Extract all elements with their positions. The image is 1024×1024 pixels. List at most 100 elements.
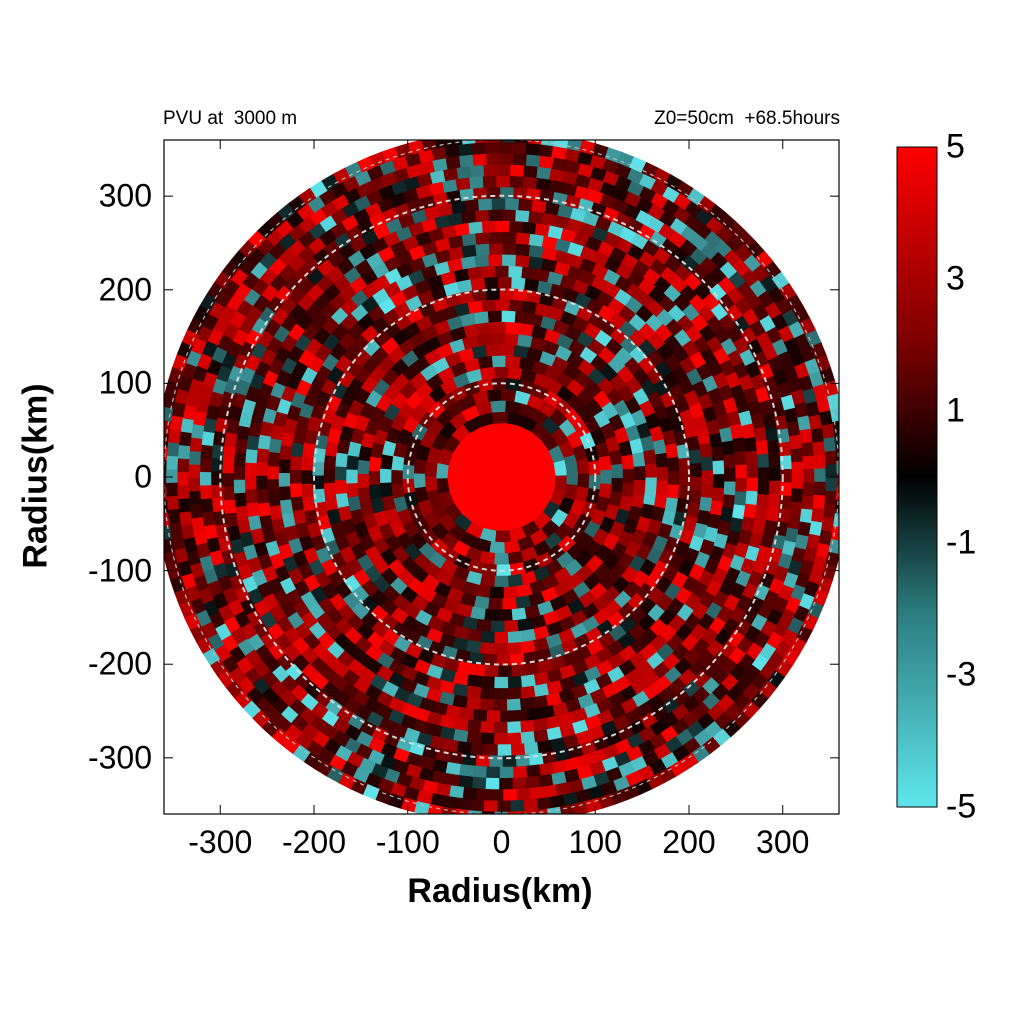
pv-cell	[765, 506, 780, 522]
pv-cell	[495, 175, 510, 188]
x-tick-label: 200	[662, 824, 716, 860]
pv-cell	[482, 164, 498, 177]
pv-cell	[323, 455, 337, 471]
pv-cell	[491, 411, 508, 424]
pv-cell	[722, 493, 736, 510]
pv-cell	[746, 463, 759, 478]
pv-cell	[469, 277, 486, 291]
pv-cell	[300, 470, 313, 485]
pv-cell	[666, 483, 680, 499]
pv-cell	[514, 209, 530, 223]
pv-cell	[334, 452, 348, 468]
pv-cell	[757, 466, 770, 482]
pv-cell	[357, 487, 371, 503]
pv-cell	[498, 609, 514, 622]
x-axis-label: Radius(km)	[407, 872, 593, 910]
pv-cell	[508, 298, 524, 312]
pv-cell	[644, 462, 658, 478]
pv-cell	[621, 453, 635, 470]
pv-cell	[487, 310, 502, 323]
pv-cell	[823, 436, 837, 452]
pv-cell	[513, 765, 528, 779]
pv-cell	[466, 719, 482, 733]
pv-cell	[496, 164, 511, 177]
pv-cell	[345, 469, 358, 485]
plot-title-right: Z0=50cm +68.5hours	[654, 108, 840, 129]
pv-cell	[165, 455, 179, 471]
pv-cell	[267, 451, 280, 467]
pv-cell	[233, 452, 247, 468]
pv-cell	[524, 142, 540, 156]
pv-cell	[300, 483, 314, 499]
pv-cell	[486, 710, 501, 723]
pv-cell	[468, 175, 484, 189]
pv-cell	[490, 620, 506, 633]
pv-cell	[223, 432, 238, 448]
pv-cell	[497, 276, 512, 289]
pv-cell	[164, 525, 172, 541]
pv-cell	[745, 490, 759, 506]
pv-cell	[267, 492, 281, 508]
pv-cell	[178, 431, 192, 447]
pv-cell	[484, 141, 500, 154]
pv-cell	[831, 525, 839, 541]
pv-cell	[199, 444, 213, 460]
pv-field	[164, 140, 839, 814]
pv-cell	[515, 231, 531, 245]
pv-cell	[520, 731, 536, 745]
pv-cell	[514, 140, 529, 144]
pv-cell	[289, 469, 302, 485]
pv-cell	[813, 454, 827, 469]
pv-cell	[489, 332, 505, 345]
pv-cell	[519, 697, 536, 711]
pv-cell	[537, 143, 554, 158]
pv-cell	[546, 806, 562, 814]
pv-cell	[825, 477, 838, 492]
pv-cell	[434, 140, 450, 149]
pv-cell	[379, 468, 392, 484]
pv-cell	[221, 486, 235, 502]
x-tick-label: -300	[188, 824, 253, 860]
pv-cell	[484, 608, 500, 622]
pv-cell	[468, 810, 483, 814]
pv-cell	[268, 438, 282, 454]
pv-cell	[471, 153, 487, 166]
range-rings	[164, 140, 839, 814]
pv-cell	[494, 553, 510, 566]
pv-cell	[390, 483, 405, 500]
pv-cell	[479, 574, 496, 588]
pv-cell	[368, 470, 381, 486]
pv-cell	[699, 496, 713, 512]
pv-cell	[480, 676, 496, 689]
pv-cell	[335, 493, 350, 509]
pv-cell	[507, 676, 523, 689]
pv-cell	[802, 454, 815, 470]
pv-cell	[245, 502, 260, 518]
pv-cell	[244, 448, 258, 464]
pv-cell	[723, 480, 737, 496]
pv-cell	[502, 231, 517, 244]
pv-cell	[356, 473, 370, 489]
pv-cell	[501, 242, 517, 255]
pv-cell	[435, 462, 449, 480]
pv-cell	[289, 455, 303, 471]
pv-cell	[266, 465, 279, 480]
pv-cell	[472, 709, 488, 723]
pv-cell	[712, 473, 725, 489]
pv-cell	[507, 811, 522, 814]
pv-cell	[517, 198, 533, 212]
pv-cell	[520, 810, 535, 814]
pv-cell	[471, 141, 486, 155]
pv-cell	[289, 483, 303, 499]
x-tick-label: -200	[281, 824, 347, 860]
pv-cell	[177, 444, 191, 460]
pv-cell	[484, 665, 500, 678]
pv-cell	[200, 498, 214, 514]
pv-cell	[790, 447, 804, 463]
pv-cell	[479, 698, 495, 712]
pv-cell	[188, 450, 201, 466]
pv-cell	[199, 485, 213, 500]
pv-cell	[256, 501, 271, 518]
pv-cell	[176, 458, 190, 473]
pv-cell	[167, 508, 181, 525]
